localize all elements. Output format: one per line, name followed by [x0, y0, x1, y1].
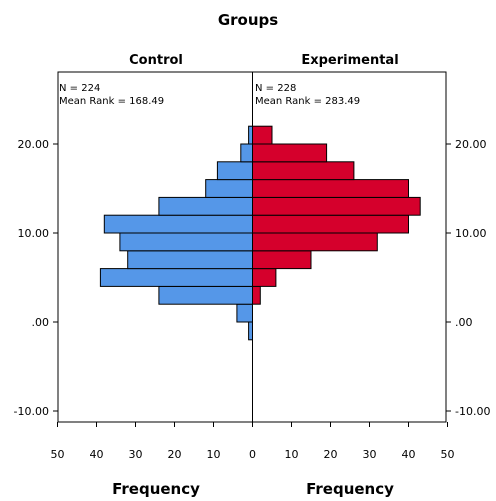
x-tick-label-left: 10 — [207, 448, 221, 461]
x-tick-label-right: 40 — [402, 448, 416, 461]
control-mean-rank-label: Mean Rank = 168.49 — [59, 96, 164, 107]
experimental-bar — [252, 196, 421, 216]
y-axis: 20.00 20.00 10.00 10.00 .00 .00 -10.00 -10.00 — [14, 138, 491, 418]
control-bar — [216, 161, 253, 181]
x-tick-label-right: 30 — [363, 448, 377, 461]
y-tick-label-left: -10.00 — [14, 405, 49, 418]
control-panel-title: Control — [129, 53, 183, 68]
experimental-bar — [252, 143, 328, 163]
control-bar — [119, 232, 254, 252]
experimental-bar — [252, 161, 355, 181]
x-tick-label-left: 0 — [249, 448, 256, 461]
x-tick-label-left: 40 — [90, 448, 104, 461]
control-bar — [103, 214, 253, 234]
y-tick-label-left: 10.00 — [18, 227, 50, 240]
control-bar — [248, 321, 254, 341]
control-bar — [99, 268, 254, 287]
chart-title: Groups — [218, 11, 278, 29]
y-tick-label-left: 20.00 — [18, 138, 50, 151]
experimental-bar — [252, 268, 277, 287]
experimental-mean-rank-label: Mean Rank = 283.49 — [255, 96, 360, 107]
x-tick-label-left: 30 — [129, 448, 143, 461]
control-bar — [158, 285, 253, 305]
x-tick-label-right: 50 — [441, 448, 455, 461]
experimental-bar — [252, 179, 409, 198]
control-bar — [127, 250, 253, 270]
x-tick-label-left: 20 — [168, 448, 182, 461]
control-n-label: N = 224 — [59, 83, 100, 94]
experimental-panel-title: Experimental — [301, 53, 398, 68]
y-tick-label-right: 20.00 — [455, 138, 487, 151]
experimental-bar — [252, 285, 261, 305]
y-tick-label-right: 10.00 — [455, 227, 487, 240]
experimental-n-label: N = 228 — [255, 83, 296, 94]
control-bar — [240, 143, 254, 163]
control-x-axis-title: Frequency — [112, 480, 200, 498]
control-bar — [205, 179, 253, 198]
control-bar — [236, 303, 253, 323]
control-bar — [248, 125, 254, 145]
experimental-bar — [252, 250, 312, 270]
x-tick-label-right: 10 — [285, 448, 299, 461]
histogram-bars — [99, 125, 421, 341]
x-tick-label-right: 20 — [324, 448, 338, 461]
control-bar — [158, 196, 253, 216]
x-axis: 50 50 40 40 30 30 20 20 10 10 0 — [51, 422, 455, 461]
x-tick-label-left: 50 — [51, 448, 65, 461]
y-tick-label-right: .00 — [455, 316, 473, 329]
experimental-bar — [252, 232, 378, 252]
y-tick-label-right: -10.00 — [455, 405, 490, 418]
y-tick-label-left: .00 — [32, 316, 50, 329]
experimental-bar — [252, 214, 409, 234]
experimental-x-axis-title: Frequency — [306, 480, 394, 498]
experimental-bar — [252, 125, 273, 145]
